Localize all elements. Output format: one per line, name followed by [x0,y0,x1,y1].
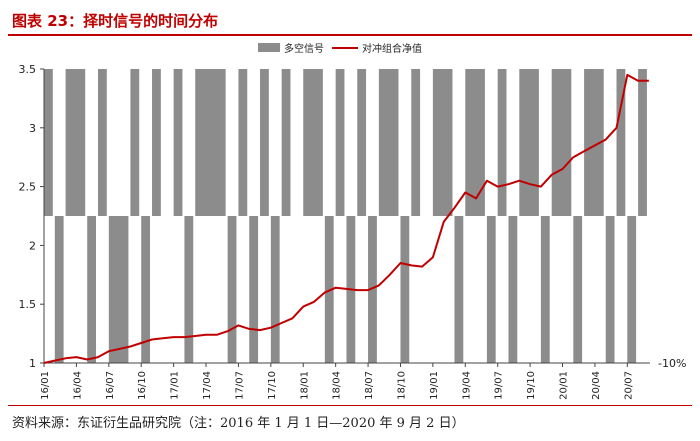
x-tick-label: 18/01 [299,371,310,400]
signal-bar-short [486,216,496,363]
signal-bar-short [540,216,550,363]
signal-bar-long [638,69,647,216]
signal-bar-short [368,216,377,363]
signal-bar-long [432,69,453,216]
signal-bar-long [44,69,53,216]
chart-title: 图表 23：择时信号的时间分布 [12,12,219,30]
x-tick-label: 18/04 [332,371,343,400]
y-tick-label: 2 [29,239,36,252]
signal-bar-long [303,69,323,216]
y-tick-label: 1 [29,357,36,370]
x-tick-label: 16/01 [40,371,51,400]
y-tick-label: 3 [29,122,36,135]
signal-bar-short [227,216,237,363]
signal-bar-short [627,216,637,363]
x-tick-label: 16/07 [105,371,116,400]
legend-item-signal: 多空信号 [258,40,324,55]
legend-swatch-nav [332,46,358,49]
chart-legend: 多空信号 对冲组合净值 [258,40,422,55]
signal-bar-short [108,216,129,363]
signal-bar-short [87,216,97,363]
signal-bar-short [249,216,259,363]
signal-bar-long [238,69,248,216]
signal-bar-long [519,69,539,216]
signal-bar-long [130,69,140,216]
signal-bar-long [497,69,507,216]
signal-bar-long [281,69,291,216]
legend-item-nav: 对冲组合净值 [332,40,422,55]
x-tick-label: 16/10 [137,371,148,400]
x-tick-label: 19/04 [461,371,472,400]
signal-bar-short [605,216,615,363]
x-tick-label: 20/01 [559,371,570,400]
signal-bar-long [616,69,626,216]
x-tick-label: 19/10 [526,371,537,400]
y-tick-label: 3.5 [19,63,37,76]
x-tick-label: 19/01 [429,371,440,400]
signal-bar-short [141,216,151,363]
signal-bar-short [54,216,64,363]
signal-bar-long [260,69,269,216]
legend-swatch-signal [258,43,280,52]
signal-bar-long [195,69,226,216]
x-tick-label: 17/04 [202,371,213,400]
signal-bar-long [465,69,485,216]
y-tick-label: 1.5 [19,298,37,311]
signal-bar-short [400,216,410,363]
x-tick-label: 17/10 [267,371,278,400]
signal-bar-long [584,69,604,216]
y-tick-label: 2.5 [19,181,37,194]
x-tick-label: 17/07 [234,371,245,400]
signal-bar-long [357,69,367,216]
x-tick-label: 17/01 [170,371,181,400]
x-tick-label: 19/07 [494,371,505,400]
signal-bar-long [411,69,421,216]
signal-bar-long [335,69,345,216]
signal-bar-long [152,69,161,216]
x-tick-label: 18/07 [364,371,375,400]
y-right-tick-label: -10% [658,357,686,370]
legend-label-nav: 对冲组合净值 [362,44,422,55]
signal-bar-short [454,216,464,363]
x-tick-label: 16/04 [72,371,83,400]
source-bar: 资料来源：东证衍生品研究院（注：2016 年 1 月 1 日—2020 年 9 … [8,405,692,436]
chart-area: 1 1.5 2 2.5 3 3.5 -10% 16/01 16/04 16/07 16/10 17/0… [19,63,687,400]
signal-bar-short [184,216,194,363]
legend-label-signal: 多空信号 [284,44,324,55]
x-tick-label: 20/07 [623,371,634,400]
signal-bar-short [573,216,583,363]
x-tick-label: 18/10 [396,371,407,400]
source-note: 资料来源：东证衍生品研究院（注：2016 年 1 月 1 日—2020 年 9 … [12,416,465,431]
title-bar: 图表 23：择时信号的时间分布 [8,4,692,36]
signal-bar-long [173,69,183,216]
x-tick-label: 20/04 [591,371,602,400]
signal-bar-short [270,216,280,363]
nav-line [43,73,649,364]
signal-bar-long [551,69,572,216]
signal-bar-long [378,69,399,216]
signal-bar-long [65,69,86,216]
signal-bar-long [98,69,107,216]
signal-bar-short [508,216,518,363]
